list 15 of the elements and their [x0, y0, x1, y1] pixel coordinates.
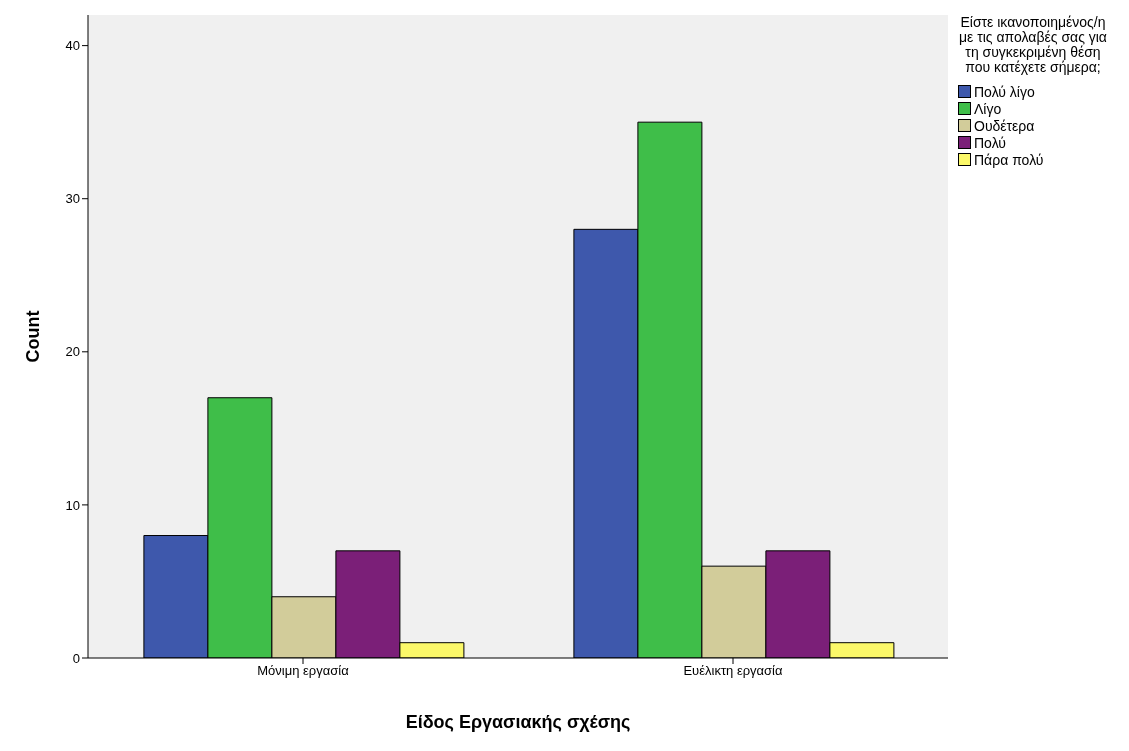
y-tick-label: 20: [65, 344, 80, 360]
legend-label: Πολύ: [974, 134, 1006, 151]
legend-label: Πολύ λίγο: [974, 83, 1035, 100]
y-axis-title: Count: [23, 310, 44, 363]
legend-label: Λίγο: [974, 100, 1002, 117]
x-axis-title: Είδος Εργασιακής σχέσης: [405, 712, 631, 732]
y-tick-label: 40: [65, 38, 80, 54]
x-tick-label: Ευέλικτη εργασία: [683, 663, 784, 679]
legend-label: Ουδέτερα: [974, 117, 1035, 134]
y-tick-label: 10: [65, 497, 80, 513]
y-tick-label: 30: [65, 191, 80, 207]
legend-label: Πάρα πολύ: [974, 151, 1044, 168]
y-tick-label: 0: [72, 650, 80, 666]
legend-title: Είστε ικανοποιημένος/η με τις απολαβές σας για τη συγκεκριμένη θέση που κατέχετε σήμερα;: [958, 14, 1108, 75]
x-tick-label: Μόνιμη εργασία: [257, 663, 350, 679]
